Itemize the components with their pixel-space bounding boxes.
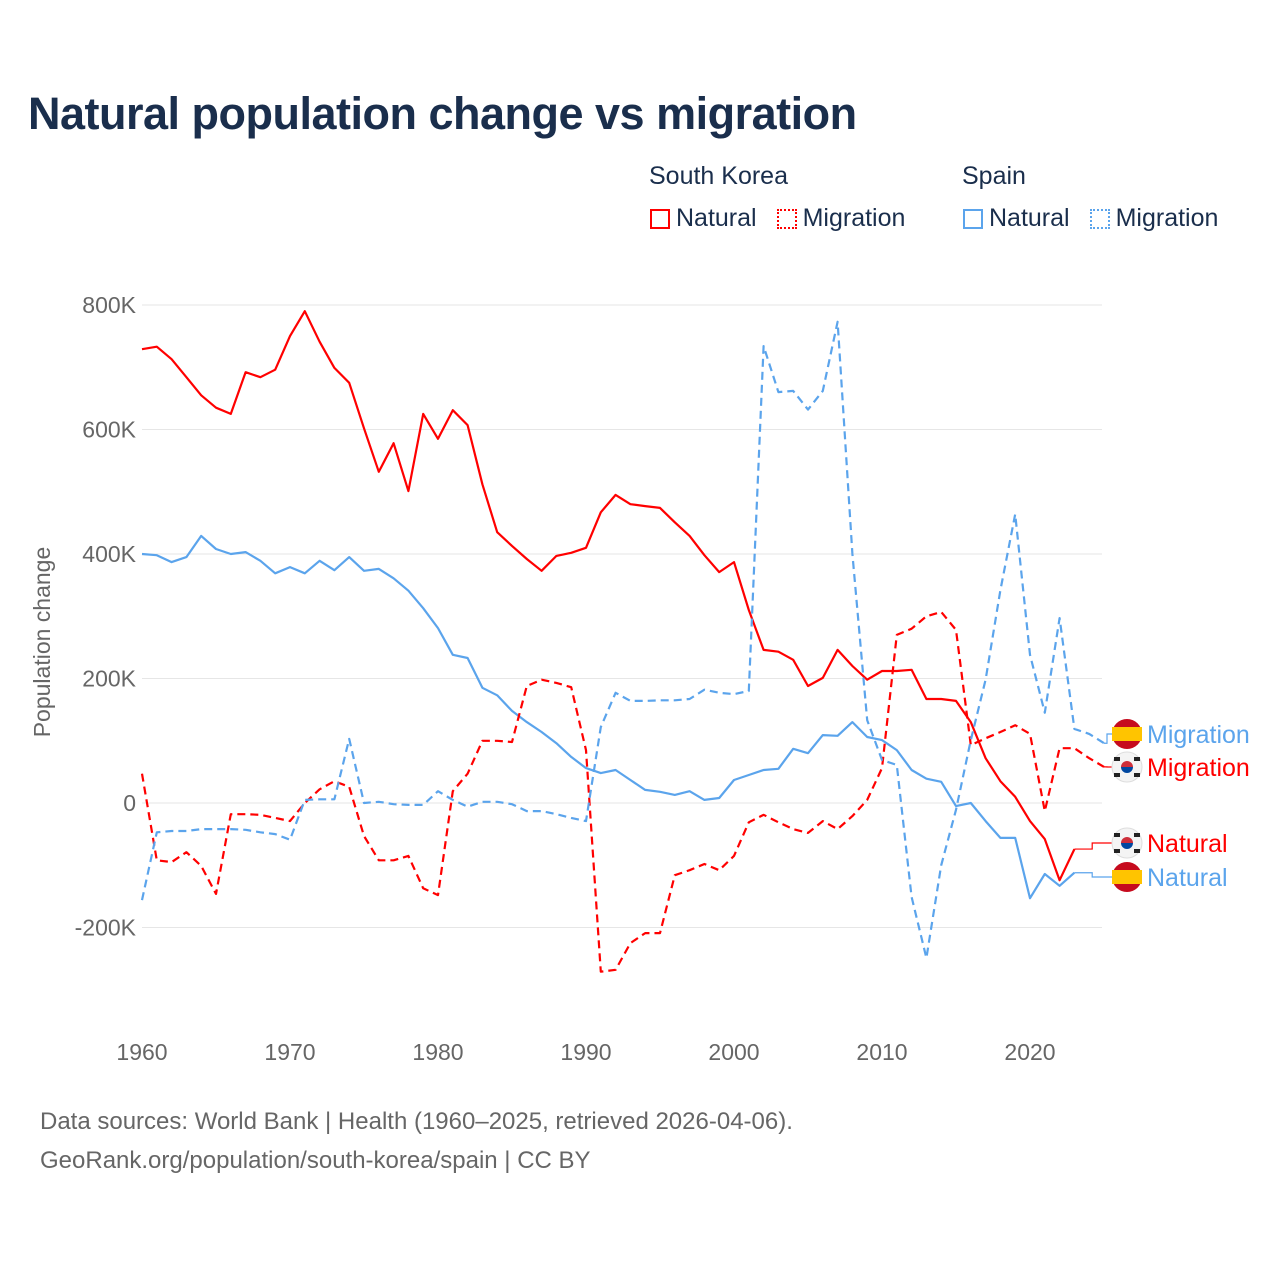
legend-label: Natural xyxy=(676,204,757,232)
south-korea-flag-trigram xyxy=(1114,849,1120,853)
south-korea-flag-taegeuk xyxy=(1121,837,1133,843)
y-tick-label: 200K xyxy=(82,666,136,692)
legend-group-spain: Spain xyxy=(962,162,1026,190)
x-tick-label: 1960 xyxy=(116,1039,167,1065)
chart-title: Natural population change vs migration xyxy=(28,88,857,139)
south-korea-flag-trigram xyxy=(1114,833,1120,837)
legend-group-south-korea: South Korea xyxy=(649,162,788,190)
south-korea-flag-trigram xyxy=(1114,773,1120,777)
legend-spain: Natural Migration xyxy=(963,204,1218,233)
south-korea-flag-taegeuk xyxy=(1121,843,1133,849)
spain-flag-band xyxy=(1112,727,1142,741)
end-label: Natural xyxy=(1147,864,1228,892)
y-tick-label: 800K xyxy=(82,292,136,318)
end-label-connector xyxy=(1104,733,1112,744)
legend-swatch xyxy=(650,208,670,229)
legend-item-es-migration[interactable]: Migration xyxy=(1089,204,1219,233)
legend-swatch xyxy=(1089,208,1110,229)
south-korea-flag-taegeuk xyxy=(1121,767,1133,773)
y-tick-label: 400K xyxy=(82,541,136,567)
end-label-connector xyxy=(1074,842,1112,850)
end-label: Migration xyxy=(1147,754,1250,782)
end-label: Natural xyxy=(1147,830,1228,858)
x-tick-label: 2000 xyxy=(708,1039,759,1065)
legend-label: Migration xyxy=(1115,204,1219,232)
south-korea-flag-trigram xyxy=(1134,757,1140,761)
legend-item-sk-migration[interactable]: Migration xyxy=(776,204,906,233)
series-line-spain-migration xyxy=(140,320,1105,960)
south-korea-flag-trigram xyxy=(1134,773,1140,777)
series-line-south-korea-natural xyxy=(141,310,1076,882)
x-tick-label: 1990 xyxy=(560,1039,611,1065)
south-korea-flag-taegeuk xyxy=(1121,761,1133,767)
spain-flag-band xyxy=(1112,870,1142,884)
legend-item-sk-natural[interactable]: Natural xyxy=(650,204,757,233)
south-korea-flag-trigram xyxy=(1134,849,1140,853)
legend-south-korea: Natural Migration xyxy=(650,204,905,233)
legend-label: Natural xyxy=(989,204,1070,232)
y-tick-label: -200K xyxy=(75,915,137,941)
end-label-connector xyxy=(1074,872,1112,878)
series-line-spain-natural xyxy=(141,534,1076,900)
y-tick-label: 0 xyxy=(123,790,136,816)
legend-swatch xyxy=(776,208,797,229)
y-tick-label: 600K xyxy=(82,417,136,443)
south-korea-flag-trigram xyxy=(1134,833,1140,837)
x-tick-label: 2010 xyxy=(856,1039,907,1065)
south-korea-flag-trigram xyxy=(1114,757,1120,761)
legend-swatch xyxy=(963,208,983,229)
legend-item-es-natural[interactable]: Natural xyxy=(963,204,1070,233)
end-label: Migration xyxy=(1147,721,1250,749)
x-tick-label: 1980 xyxy=(412,1039,463,1065)
series-line-south-korea-migration xyxy=(140,610,1105,973)
source-note: Data sources: World Bank | Health (1960–… xyxy=(40,1108,793,1135)
source-url: GeoRank.org/population/south-korea/spain… xyxy=(40,1147,591,1174)
y-axis-label: Population change xyxy=(29,547,55,738)
x-tick-label: 1970 xyxy=(264,1039,315,1065)
x-tick-label: 2020 xyxy=(1004,1039,1055,1065)
legend-label: Migration xyxy=(802,204,906,232)
